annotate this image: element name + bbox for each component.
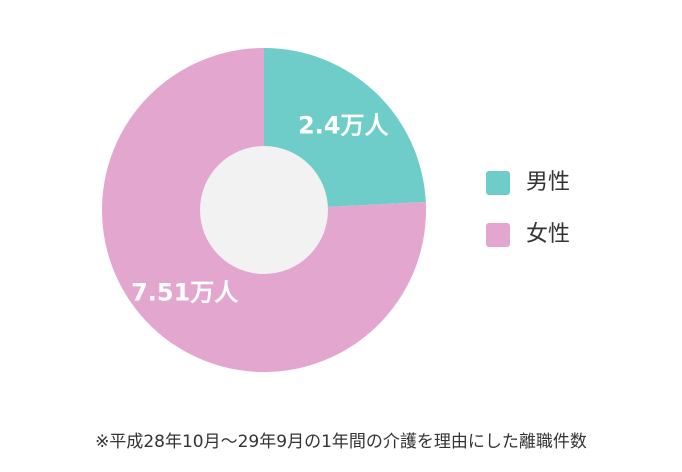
- data-label: 7.51万人: [131, 278, 238, 306]
- legend-swatch: [486, 171, 510, 195]
- data-label: 2.4万人: [298, 112, 389, 140]
- legend-label: 女性: [526, 222, 570, 247]
- legend-swatch: [486, 223, 510, 247]
- donut-hole: [200, 146, 328, 274]
- legend-label: 男性: [526, 170, 570, 195]
- footnote: ※平成28年10月～29年9月の1年間の介護を理由にした離職件数: [95, 432, 587, 452]
